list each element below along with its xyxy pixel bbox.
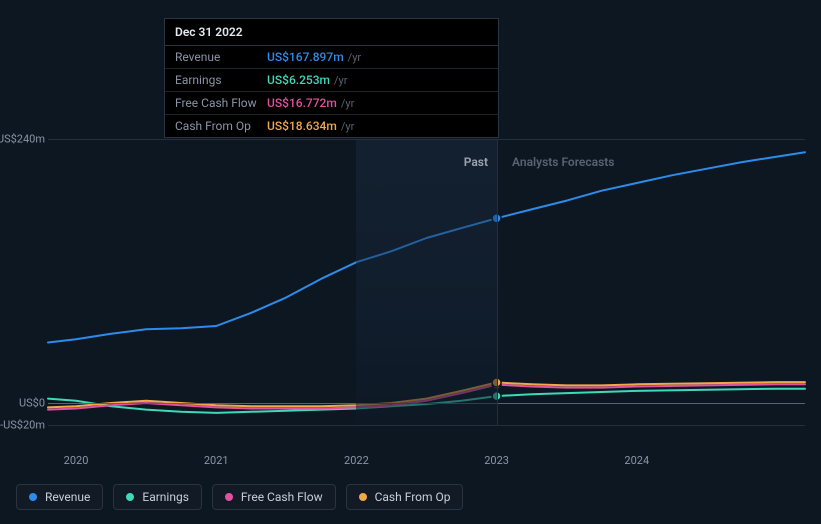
financials-chart: Past Analysts Forecasts US$240mUS$0-US$2… — [16, 125, 805, 445]
tooltip-row-label: Earnings — [175, 73, 267, 87]
chart-plot[interactable] — [16, 125, 805, 445]
y-gridline — [48, 403, 805, 404]
legend-dot-icon — [29, 493, 37, 501]
chart-legend: Revenue Earnings Free Cash Flow Cash From O… — [16, 484, 463, 510]
tooltip-row-unit: /yr — [348, 51, 361, 64]
legend-label: Free Cash Flow — [241, 490, 323, 504]
y-axis-label: -US$20m — [0, 419, 45, 432]
tooltip-row-value: US$18.634m — [267, 119, 337, 133]
legend-dot-icon — [126, 493, 134, 501]
past-forecast-divider — [497, 139, 498, 425]
tooltip-row-value: US$167.897m — [267, 50, 344, 64]
tooltip-row: EarningsUS$6.253m/yr — [165, 69, 498, 92]
tooltip-date: Dec 31 2022 — [165, 19, 498, 46]
tooltip-row: RevenueUS$167.897m/yr — [165, 46, 498, 69]
tooltip-row-unit: /yr — [341, 97, 354, 110]
x-axis-label: 2021 — [204, 454, 229, 467]
x-axis-label: 2023 — [484, 454, 509, 467]
legend-item-earnings[interactable]: Earnings — [113, 484, 202, 510]
y-gridline — [48, 425, 805, 426]
y-axis-label: US$0 — [19, 397, 45, 410]
series-line-fcf — [48, 384, 805, 409]
legend-label: Earnings — [142, 490, 189, 504]
x-axis-label: 2024 — [624, 454, 649, 467]
tooltip-row-value: US$16.772m — [267, 96, 337, 110]
tooltip-row-label: Revenue — [175, 50, 267, 64]
legend-dot-icon — [225, 493, 233, 501]
tooltip-row-unit: /yr — [334, 74, 347, 87]
series-line-revenue — [48, 152, 805, 342]
tooltip-row: Free Cash FlowUS$16.772m/yr — [165, 92, 498, 115]
legend-item-cfo[interactable]: Cash From Op — [346, 484, 464, 510]
legend-label: Revenue — [45, 490, 90, 504]
chart-tooltip: Dec 31 2022 RevenueUS$167.897m/yrEarning… — [164, 18, 499, 138]
y-axis-label: US$240m — [0, 133, 45, 146]
legend-dot-icon — [359, 493, 367, 501]
legend-label: Cash From Op — [375, 490, 451, 504]
y-gridline — [48, 139, 805, 140]
tooltip-row: Cash From OpUS$18.634m/yr — [165, 115, 498, 137]
tooltip-row-value: US$6.253m — [267, 73, 330, 87]
legend-item-revenue[interactable]: Revenue — [16, 484, 103, 510]
tooltip-row-unit: /yr — [341, 120, 354, 133]
x-axis-label: 2022 — [344, 454, 369, 467]
tooltip-row-label: Free Cash Flow — [175, 96, 267, 110]
legend-item-fcf[interactable]: Free Cash Flow — [212, 484, 336, 510]
tooltip-row-label: Cash From Op — [175, 119, 267, 133]
x-axis-label: 2020 — [64, 454, 89, 467]
